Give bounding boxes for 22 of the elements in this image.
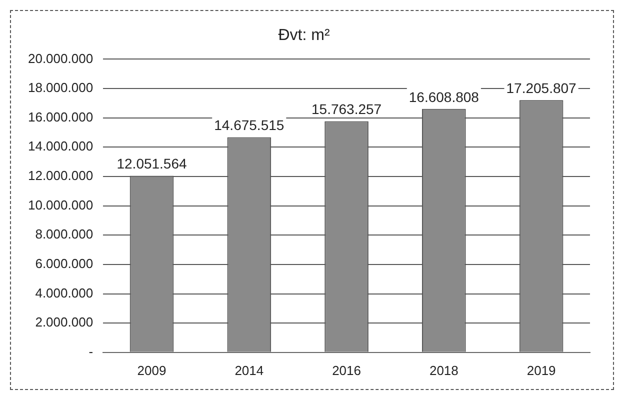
data-label: 12.051.564 bbox=[116, 156, 187, 172]
x-tick-label: 2019 bbox=[526, 362, 556, 378]
x-tick-label: 2016 bbox=[332, 362, 361, 378]
y-tick-label: 16.000.000 bbox=[28, 109, 94, 124]
data-label: 14.675.515 bbox=[214, 117, 284, 134]
y-tick-label: 4.000.000 bbox=[35, 285, 94, 300]
y-tick-label: 18.000.000 bbox=[28, 80, 94, 96]
y-tick-label: 14.000.000 bbox=[28, 138, 94, 154]
data-label: 16.608.808 bbox=[408, 88, 480, 105]
x-tick-label: 2018 bbox=[429, 362, 458, 378]
y-tick-label: - bbox=[88, 344, 94, 359]
data-label: 17.205.807 bbox=[506, 80, 577, 96]
y-tick-label: 6.000.000 bbox=[35, 256, 94, 272]
y-tick-label: 12.000.000 bbox=[28, 168, 94, 184]
data-label: 15.763.257 bbox=[311, 101, 382, 118]
x-tick-label: 2009 bbox=[137, 362, 166, 378]
y-tick-label: 10.000.000 bbox=[28, 197, 94, 212]
y-tick-label: 2.000.000 bbox=[35, 314, 94, 330]
chart-title: Đvt: m² bbox=[278, 27, 330, 44]
y-tick-label: 20.000.000 bbox=[28, 50, 94, 66]
x-tick-label: 2014 bbox=[234, 362, 264, 378]
y-tick-label: 8.000.000 bbox=[35, 226, 94, 242]
